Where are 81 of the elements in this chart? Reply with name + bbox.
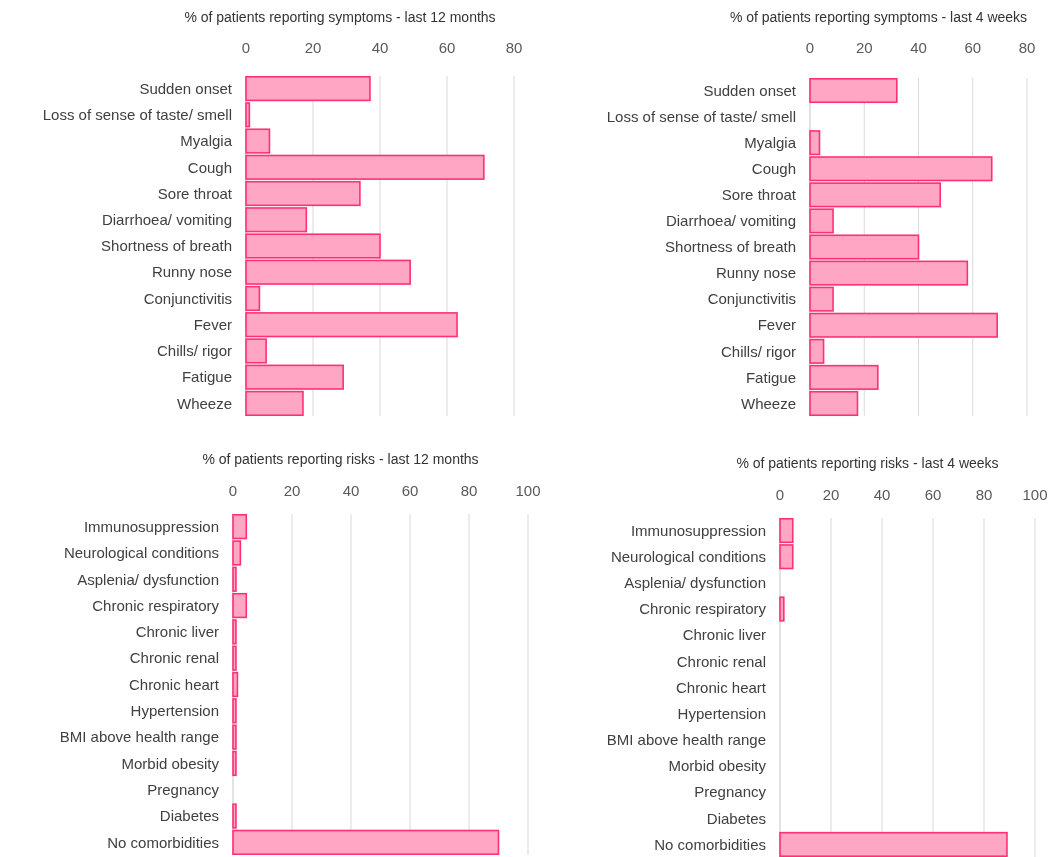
y-tick-label: Conjunctivitis <box>707 290 796 308</box>
y-tick-label: Loss of sense of taste/ smell <box>42 106 232 124</box>
y-tick-label: Conjunctivitis <box>143 289 232 307</box>
bar <box>779 831 1008 857</box>
y-tick-label: Chronic respiratory <box>92 596 220 614</box>
x-tick-label: 80 <box>505 39 523 56</box>
x-tick-label: 0 <box>775 486 785 503</box>
x-tick-label: 40 <box>342 482 360 499</box>
x-tick-label: 100 <box>515 482 541 499</box>
y-tick-label: Runny nose <box>715 264 796 282</box>
y-tick-label: Chronic respiratory <box>639 600 767 618</box>
y-tick-label: Chills/ rigor <box>720 342 796 360</box>
y-tick-label: Immunosuppression <box>630 521 766 539</box>
y-tick-label: Shortness of breath <box>101 237 232 255</box>
y-tick-label: Cough <box>187 158 232 176</box>
y-tick-label: BMI above health range <box>59 728 219 746</box>
y-tick-label: Sore throat <box>157 184 233 202</box>
y-tick-label: Cough <box>751 160 796 178</box>
x-tick-label: 60 <box>438 39 456 56</box>
y-tick-label: Myalgia <box>180 132 233 150</box>
y-tick-label: Fatigue <box>745 368 796 386</box>
y-tick-label: Sudden onset <box>703 81 797 99</box>
y-tick-label: Hypertension <box>677 704 766 722</box>
bar <box>809 77 898 104</box>
y-tick-label: Fever <box>193 315 232 333</box>
y-tick-label: Pregnancy <box>694 783 767 801</box>
x-tick-label: 80 <box>460 482 478 499</box>
y-tick-label: Neurological conditions <box>610 547 766 565</box>
y-tick-label: Diabetes <box>706 809 766 827</box>
y-tick-label: Chronic renal <box>676 652 766 670</box>
y-tick-label: Myalgia <box>744 133 797 151</box>
chart-title: % of patients reporting symptoms - last 12 months <box>184 9 496 25</box>
y-tick-label: Immunosuppression <box>83 517 219 535</box>
y-tick-label: Chronic heart <box>675 678 767 696</box>
y-tick-label: Diarrhoea/ vomiting <box>101 211 232 229</box>
x-tick-label: 60 <box>964 39 982 56</box>
y-tick-label: Diarrhoea/ vomiting <box>665 212 796 230</box>
x-tick-label: 20 <box>855 39 873 56</box>
y-tick-label: Morbid obesity <box>121 754 220 772</box>
y-tick-label: Chronic heart <box>128 675 220 693</box>
y-tick-label: Pregnancy <box>147 781 220 798</box>
y-tick-label: Wheeze <box>176 394 232 412</box>
x-tick-label: 60 <box>401 482 419 499</box>
y-tick-label: Fever <box>757 316 796 334</box>
x-tick-label: 0 <box>241 39 251 56</box>
bar <box>779 596 785 622</box>
chart-title: % of patients reporting risks - last 12 months <box>202 451 479 467</box>
y-tick-label: Hypertension <box>130 702 219 720</box>
x-tick-label: 80 <box>1018 39 1036 56</box>
y-tick-label: Fatigue <box>181 368 232 386</box>
y-tick-label: Loss of sense of taste/ smell <box>606 107 796 125</box>
chart-title: % of patients reporting symptoms - last 4 weeks <box>729 9 1028 25</box>
y-tick-label: Diabetes <box>159 807 219 825</box>
x-tick-label: 20 <box>283 482 301 499</box>
y-tick-label: Chronic liver <box>682 626 766 644</box>
x-tick-label: 80 <box>975 486 993 503</box>
y-tick-label: Wheeze <box>740 394 796 412</box>
chart-title: % of patients reporting risks - last 4 weeks <box>736 455 999 471</box>
y-tick-label: Chronic liver <box>135 623 219 641</box>
y-tick-label: No comorbidities <box>107 833 219 851</box>
y-tick-label: Chills/ rigor <box>156 342 232 360</box>
y-tick-label: Asplenia/ dysfunction <box>624 574 766 592</box>
x-tick-label: 0 <box>228 482 238 499</box>
x-tick-label: 100 <box>1022 486 1048 503</box>
x-tick-label: 40 <box>910 39 927 56</box>
y-tick-label: Neurological conditions <box>63 544 219 562</box>
y-tick-label: No comorbidities <box>654 835 766 853</box>
y-tick-label: Sudden onset <box>139 79 233 97</box>
x-tick-label: 0 <box>805 39 815 56</box>
y-tick-label: Asplenia/ dysfunction <box>77 570 219 588</box>
x-tick-label: 20 <box>822 486 840 503</box>
x-tick-label: 40 <box>371 39 389 56</box>
x-tick-label: 20 <box>304 39 322 56</box>
y-tick-label: Sore throat <box>721 186 797 204</box>
x-tick-label: 60 <box>924 486 942 503</box>
x-tick-label: 40 <box>873 486 891 503</box>
y-tick-label: Morbid obesity <box>668 757 767 775</box>
y-tick-label: Shortness of breath <box>665 238 796 256</box>
y-tick-label: Chronic renal <box>129 649 219 667</box>
y-tick-label: BMI above health range <box>606 731 766 749</box>
y-tick-label: Runny nose <box>151 263 232 281</box>
